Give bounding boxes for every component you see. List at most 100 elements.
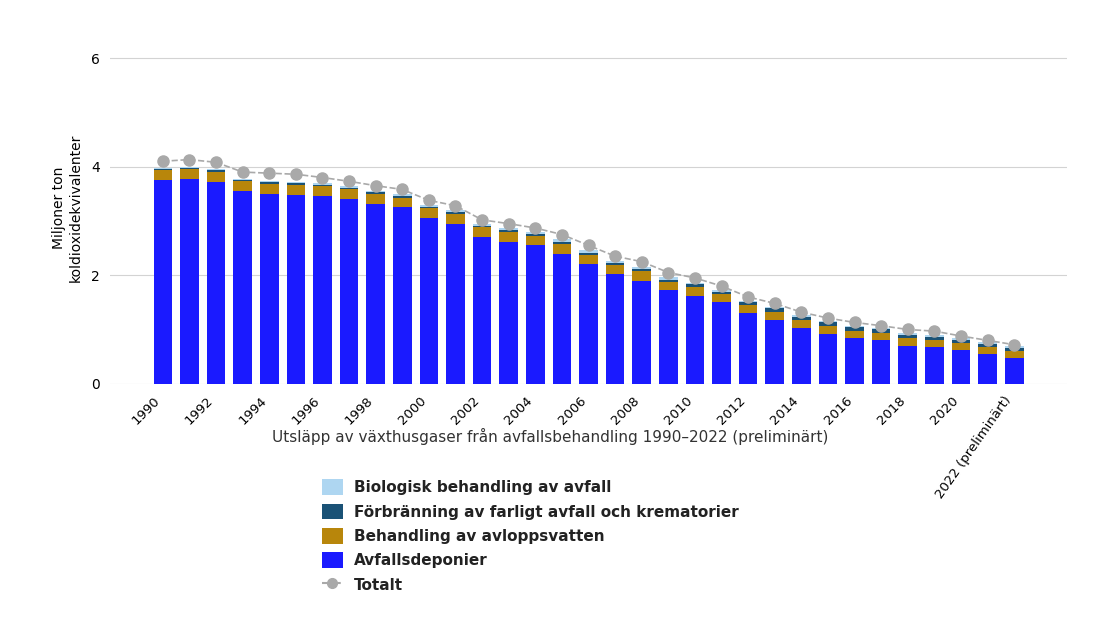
Bar: [818, 321, 837, 322]
Text: Utsläpp av växthusgaser från avfallsbehandling 1990–2022 (preliminärt): Utsläpp av växthusgaser från avfallsbeha…: [272, 428, 828, 445]
Bar: [552, 245, 571, 254]
Bar: [872, 340, 891, 384]
Bar: [580, 253, 597, 255]
Bar: [872, 329, 891, 333]
Bar: [659, 277, 678, 280]
Bar: [845, 326, 864, 327]
Bar: [286, 195, 305, 384]
Bar: [314, 183, 332, 184]
Bar: [899, 335, 917, 338]
Bar: [419, 209, 438, 219]
Bar: [1005, 348, 1023, 351]
Bar: [606, 265, 625, 274]
Bar: [845, 327, 864, 331]
Bar: [154, 168, 172, 169]
Bar: [473, 237, 492, 384]
Bar: [180, 179, 199, 384]
Bar: [580, 264, 597, 384]
Bar: [872, 333, 891, 340]
Bar: [899, 346, 917, 384]
Bar: [526, 245, 544, 384]
Bar: [393, 207, 411, 384]
Bar: [685, 287, 704, 296]
Bar: [925, 340, 944, 347]
Bar: [366, 191, 385, 192]
Bar: [685, 283, 704, 285]
Bar: [233, 181, 252, 191]
Bar: [207, 172, 226, 182]
Bar: [180, 168, 199, 170]
Bar: [712, 294, 730, 302]
Bar: [606, 274, 625, 384]
Bar: [207, 170, 226, 172]
Bar: [473, 226, 492, 227]
Bar: [712, 290, 730, 292]
Bar: [712, 292, 730, 294]
Bar: [260, 181, 278, 183]
Bar: [659, 282, 678, 290]
Bar: [526, 236, 544, 245]
Bar: [419, 207, 438, 209]
Bar: [1005, 351, 1023, 358]
Bar: [499, 228, 518, 230]
Bar: [606, 262, 625, 265]
Bar: [739, 313, 758, 384]
Bar: [393, 196, 411, 197]
Bar: [978, 342, 997, 344]
Bar: [659, 280, 678, 282]
Bar: [632, 267, 651, 269]
Bar: [552, 242, 571, 245]
Bar: [685, 296, 704, 384]
Bar: [552, 254, 571, 384]
Bar: [632, 271, 651, 280]
Bar: [1005, 358, 1023, 384]
Bar: [419, 219, 438, 384]
Bar: [792, 317, 811, 320]
Bar: [739, 301, 758, 302]
Bar: [340, 199, 359, 384]
Bar: [526, 232, 544, 234]
Bar: [552, 240, 571, 242]
Bar: [314, 196, 332, 384]
Bar: [925, 335, 944, 337]
Bar: [580, 250, 597, 253]
Bar: [899, 338, 917, 346]
Bar: [792, 329, 811, 384]
Bar: [154, 169, 172, 170]
Bar: [739, 305, 758, 313]
Bar: [818, 326, 837, 334]
Bar: [899, 333, 917, 335]
Bar: [632, 280, 651, 384]
Bar: [286, 182, 305, 183]
Bar: [952, 350, 970, 384]
Bar: [739, 302, 758, 305]
Y-axis label: Miljoner ton
koldioxidekvivalenter: Miljoner ton koldioxidekvivalenter: [52, 133, 82, 282]
Bar: [314, 186, 332, 196]
Bar: [766, 320, 784, 384]
Bar: [978, 354, 997, 384]
Bar: [447, 223, 465, 384]
Bar: [766, 306, 784, 308]
Bar: [207, 182, 226, 384]
Bar: [925, 337, 944, 340]
Bar: [473, 223, 492, 226]
Bar: [154, 170, 172, 180]
Bar: [340, 189, 359, 199]
Bar: [526, 234, 544, 236]
Bar: [233, 191, 252, 384]
Bar: [845, 338, 864, 384]
Bar: [952, 343, 970, 350]
Bar: [366, 194, 385, 204]
Bar: [340, 186, 359, 188]
Bar: [233, 180, 252, 181]
Bar: [952, 340, 970, 343]
Bar: [447, 212, 465, 214]
Bar: [632, 269, 651, 271]
Bar: [393, 197, 411, 207]
Bar: [393, 194, 411, 196]
Bar: [366, 192, 385, 194]
Bar: [499, 230, 518, 232]
Bar: [314, 184, 332, 186]
Bar: [473, 227, 492, 237]
Bar: [978, 344, 997, 347]
